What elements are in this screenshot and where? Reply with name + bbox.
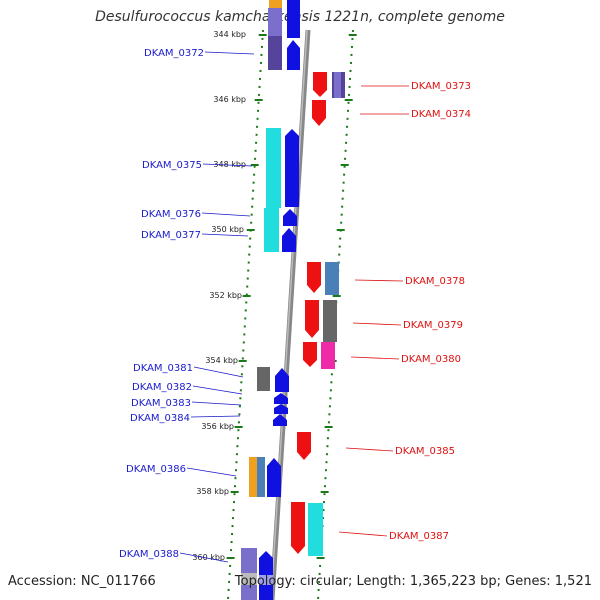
strand-boundary-line xyxy=(227,29,264,600)
tick-label: 356 kbp xyxy=(201,422,234,431)
forward-strand-genes xyxy=(241,0,300,600)
gene-label-dkam-0374[interactable]: DKAM_0374 xyxy=(411,109,471,120)
gene-box[interactable] xyxy=(249,457,257,497)
gene-arrow[interactable] xyxy=(291,502,305,554)
leader-line xyxy=(345,447,394,452)
gene-label-dkam-0385[interactable]: DKAM_0385 xyxy=(395,446,455,457)
gene-box[interactable] xyxy=(268,8,282,36)
gene-box[interactable] xyxy=(269,0,282,8)
gene-arrow[interactable] xyxy=(312,100,326,126)
gene-box[interactable] xyxy=(257,367,270,391)
gene-arrow[interactable] xyxy=(285,129,299,207)
leader-line xyxy=(191,401,242,406)
leader-line xyxy=(193,366,244,378)
reverse-gene-labels: DKAM_0373 DKAM_0374 DKAM_0378 DKAM_0379 … xyxy=(389,81,471,542)
gene-arrow[interactable] xyxy=(305,300,319,338)
gene-label-dkam-0388[interactable]: DKAM_0388 xyxy=(119,549,179,560)
leader-line xyxy=(179,552,229,563)
tick-label: 346 kbp xyxy=(213,95,246,104)
gene-arrow[interactable] xyxy=(273,414,287,426)
leader-line xyxy=(350,356,400,360)
leader-line xyxy=(352,322,402,326)
gene-box[interactable] xyxy=(321,342,335,369)
gene-label-dkam-0383[interactable]: DKAM_0383 xyxy=(131,398,191,409)
gene-box[interactable] xyxy=(266,128,281,208)
gene-label-dkam-0382[interactable]: DKAM_0382 xyxy=(132,382,192,393)
label-leaders xyxy=(179,51,409,563)
gene-arrow[interactable] xyxy=(274,404,288,414)
gene-arrow[interactable] xyxy=(287,0,300,38)
gene-box[interactable] xyxy=(257,457,265,497)
leader-line xyxy=(201,212,251,217)
gene-label-dkam-0376[interactable]: DKAM_0376 xyxy=(141,209,201,220)
gene-arrow[interactable] xyxy=(287,40,300,70)
leader-line xyxy=(201,233,249,237)
tick-label: 358 kbp xyxy=(196,487,229,496)
gene-arrow[interactable] xyxy=(283,209,297,226)
leader-line xyxy=(192,385,243,395)
gene-label-dkam-0378[interactable]: DKAM_0378 xyxy=(405,276,465,287)
leader-line xyxy=(202,163,253,167)
genome-backbone xyxy=(269,29,311,600)
gene-arrow[interactable] xyxy=(274,393,288,404)
accession-text: Accession: NC_011766 xyxy=(8,574,156,589)
gene-box[interactable] xyxy=(308,503,323,556)
gene-label-dkam-0373[interactable]: DKAM_0373 xyxy=(411,81,471,92)
gene-arrow[interactable] xyxy=(282,228,296,252)
gene-label-dkam-0381[interactable]: DKAM_0381 xyxy=(133,363,193,374)
gene-arrow[interactable] xyxy=(303,342,317,367)
gene-label-dkam-0375[interactable]: DKAM_0375 xyxy=(142,160,202,171)
gene-box[interactable] xyxy=(323,300,337,342)
gene-label-dkam-0372[interactable]: DKAM_0372 xyxy=(144,48,204,59)
gene-arrow[interactable] xyxy=(275,368,289,392)
tick-label: 344 kbp xyxy=(213,30,246,39)
leader-line xyxy=(338,531,388,537)
gene-label-dkam-0386[interactable]: DKAM_0386 xyxy=(126,464,186,475)
leader-line xyxy=(354,279,404,282)
position-ticks: 344 kbp 346 kbp 348 kbp 350 kbp 352 kbp … xyxy=(192,30,246,562)
tick-label: 352 kbp xyxy=(209,291,242,300)
tick-label: 354 kbp xyxy=(205,356,238,365)
leader-line xyxy=(204,51,255,55)
tick-label: 350 kbp xyxy=(211,225,244,234)
gene-label-dkam-0380[interactable]: DKAM_0380 xyxy=(401,354,461,365)
genome-details-text: Topology: circular; Length: 1,365,223 bp… xyxy=(234,574,592,589)
gene-label-dkam-0387[interactable]: DKAM_0387 xyxy=(389,531,449,542)
gene-arrow[interactable] xyxy=(307,262,321,293)
gene-box[interactable] xyxy=(264,208,279,252)
gene-box[interactable] xyxy=(259,575,273,585)
gene-box[interactable] xyxy=(334,72,341,98)
gene-arrow[interactable] xyxy=(267,458,281,497)
tick-label: 360 kbp xyxy=(192,553,225,562)
leader-line xyxy=(186,467,237,477)
gene-arrow[interactable] xyxy=(297,432,311,460)
forward-gene-labels: DKAM_0372 DKAM_0375 DKAM_0376 DKAM_0377 … xyxy=(119,48,204,560)
tick-label: 348 kbp xyxy=(213,160,246,169)
gene-label-dkam-0384[interactable]: DKAM_0384 xyxy=(130,413,190,424)
gene-label-dkam-0379[interactable]: DKAM_0379 xyxy=(403,320,463,331)
gene-box[interactable] xyxy=(325,262,339,295)
gene-box[interactable] xyxy=(241,573,257,585)
genome-backbone-highlight xyxy=(270,29,308,600)
leader-line xyxy=(190,415,241,418)
reverse-strand-genes xyxy=(291,72,345,556)
gene-arrow[interactable] xyxy=(313,72,327,97)
gene-label-dkam-0377[interactable]: DKAM_0377 xyxy=(141,230,201,241)
